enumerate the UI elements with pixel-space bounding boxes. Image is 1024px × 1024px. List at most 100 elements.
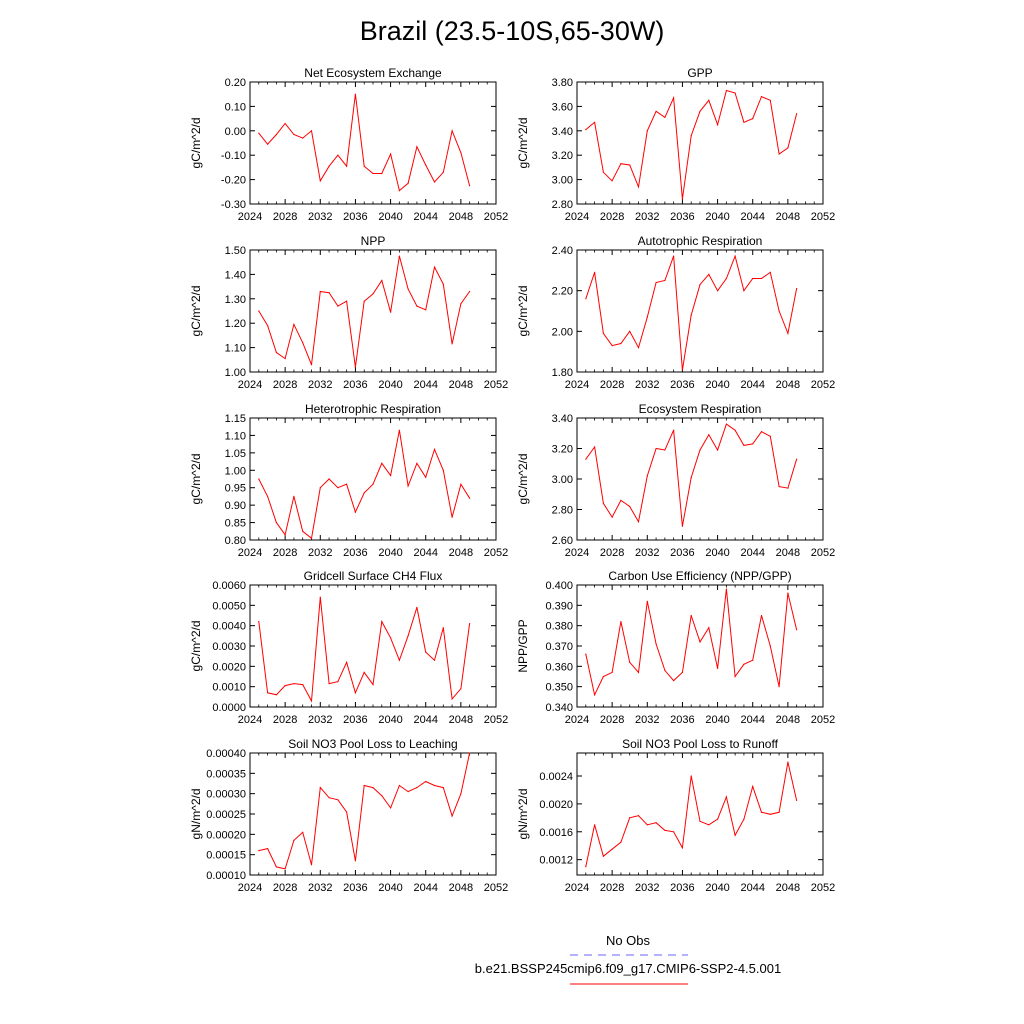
data-point xyxy=(354,366,356,368)
x-tick-label: 2036 xyxy=(343,547,367,559)
x-tick-label: 2032 xyxy=(308,882,332,894)
data-point xyxy=(646,824,648,826)
x-tick-label: 2028 xyxy=(600,547,624,559)
x-tick-label: 2024 xyxy=(238,379,262,391)
y-tick-label: 0.370 xyxy=(545,641,573,653)
y-tick-label: 0.00 xyxy=(225,126,246,138)
series-line xyxy=(585,423,798,527)
data-point xyxy=(664,829,666,832)
data-point xyxy=(258,621,260,623)
data-point xyxy=(363,492,365,494)
data-point xyxy=(602,855,605,857)
y-tick-label: 0.0060 xyxy=(212,580,246,592)
data-point xyxy=(319,290,321,293)
data-point xyxy=(602,502,605,504)
data-point xyxy=(267,143,269,145)
y-tick-label: 0.0050 xyxy=(212,600,246,612)
data-point xyxy=(372,684,374,686)
data-point xyxy=(258,850,260,852)
data-point xyxy=(655,110,657,112)
panel-title: Gridcell Surface CH4 Flux xyxy=(304,569,443,583)
series-line xyxy=(585,761,798,867)
data-point xyxy=(442,469,444,471)
y-tick-label: 0.0024 xyxy=(539,771,573,783)
y-axis-label: gC/m^2/d xyxy=(189,118,203,169)
data-point xyxy=(717,290,719,292)
series-line xyxy=(585,254,798,371)
data-point xyxy=(319,487,321,489)
data-point xyxy=(743,290,745,292)
data-point xyxy=(469,623,471,625)
y-tick-label: 1.80 xyxy=(552,367,573,379)
y-tick-label: 1.00 xyxy=(225,367,246,379)
x-tick-label: 2032 xyxy=(635,714,659,726)
x-tick-label: 2040 xyxy=(378,379,402,391)
data-point xyxy=(328,292,330,294)
x-tick-label: 2032 xyxy=(635,882,659,894)
x-tick-label: 2052 xyxy=(811,547,835,559)
data-point xyxy=(585,298,587,300)
data-point xyxy=(620,163,622,165)
data-point xyxy=(372,787,374,789)
data-point xyxy=(699,110,701,112)
data-point xyxy=(267,495,269,497)
x-tick-label: 2032 xyxy=(635,547,659,559)
x-tick-label: 2044 xyxy=(740,714,764,726)
data-point xyxy=(398,784,400,787)
data-point xyxy=(433,266,436,268)
x-tick-label: 2048 xyxy=(776,379,800,391)
x-tick-label: 2044 xyxy=(740,547,764,559)
data-point xyxy=(416,146,418,148)
data-point xyxy=(433,181,436,183)
chart-soil-no3-pool-loss-to-runoff: Soil NO3 Pool Loss to Runoff gN/m^2/d 2024… xyxy=(516,737,835,894)
y-tick-label: 0.80 xyxy=(225,535,246,547)
data-point xyxy=(293,495,295,497)
data-point xyxy=(363,165,365,167)
data-point xyxy=(725,277,728,280)
data-point xyxy=(699,449,701,451)
data-point xyxy=(310,130,313,132)
y-axis-label: gC/m^2/d xyxy=(189,286,203,337)
data-point xyxy=(637,815,640,817)
y-tick-label: -0.10 xyxy=(221,150,246,162)
data-point xyxy=(734,429,736,431)
data-point xyxy=(611,671,613,674)
data-point xyxy=(425,651,427,653)
y-tick-label: 3.40 xyxy=(552,126,573,138)
x-tick-label: 2040 xyxy=(378,714,402,726)
data-point xyxy=(354,692,356,694)
series-line xyxy=(585,89,798,200)
data-point xyxy=(284,685,286,687)
panel-title: Ecosystem Respiration xyxy=(639,402,762,416)
data-point xyxy=(469,752,471,754)
y-axis-label: gC/m^2/d xyxy=(189,621,203,672)
data-point xyxy=(594,446,596,448)
data-point xyxy=(302,342,304,344)
series-line xyxy=(585,589,798,697)
y-axis-label: gN/m^2/d xyxy=(189,789,203,840)
panel-title: GPP xyxy=(687,66,712,80)
data-point xyxy=(442,283,444,285)
data-point xyxy=(752,659,754,661)
data-point xyxy=(637,347,640,349)
x-tick-label: 2024 xyxy=(238,714,262,726)
data-point xyxy=(734,834,736,836)
data-point xyxy=(743,663,745,665)
x-tick-label: 2036 xyxy=(343,714,367,726)
x-tick-label: 2040 xyxy=(705,547,729,559)
data-point xyxy=(310,864,313,866)
data-point xyxy=(460,152,462,154)
x-tick-label: 2044 xyxy=(740,211,764,223)
data-point xyxy=(328,478,330,480)
x-tick-label: 2036 xyxy=(343,379,367,391)
x-tick-label: 2048 xyxy=(776,211,800,223)
y-tick-label: 0.400 xyxy=(545,580,573,592)
y-tick-label: 0.95 xyxy=(225,483,246,495)
data-point xyxy=(673,680,675,682)
data-point xyxy=(690,614,692,617)
data-point xyxy=(425,780,427,783)
plot-frame xyxy=(249,81,497,205)
y-tick-label: 3.00 xyxy=(552,175,573,187)
data-point xyxy=(646,130,648,132)
data-point xyxy=(594,824,596,826)
